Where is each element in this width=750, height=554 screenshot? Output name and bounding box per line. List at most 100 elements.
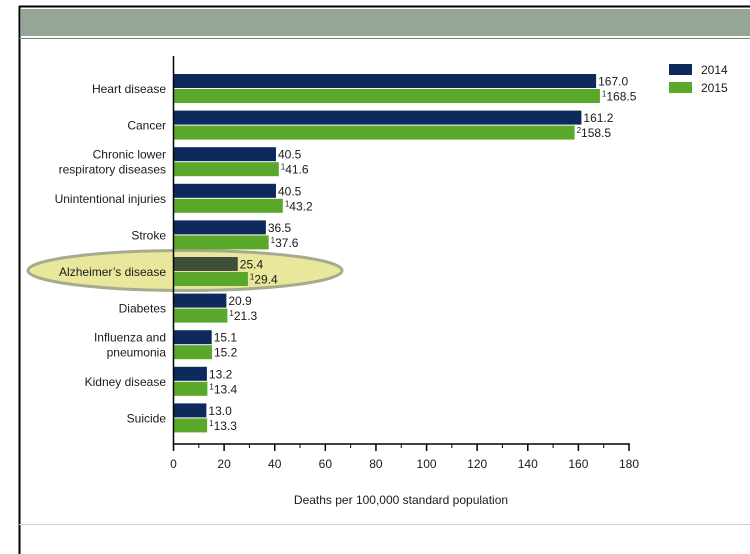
x-tick-label: 0 [170, 457, 177, 471]
value-label: 25.4 [240, 258, 264, 272]
value-label: 121.3 [229, 309, 257, 323]
x-tick-label: 80 [369, 457, 383, 471]
value-label: 20.9 [228, 294, 252, 308]
value-text: 158.5 [581, 126, 611, 140]
bar-chronic-lower-respiratory-diseases-2015 [173, 162, 279, 177]
x-tick-label: 140 [518, 457, 538, 471]
category-label: Diabetes [119, 302, 166, 316]
footnote-mark: 1 [229, 309, 234, 318]
bar-heart-disease-2015 [173, 89, 600, 103]
category-label-line: Alzheimer’s disease [59, 265, 166, 279]
bar-stroke-2015 [173, 235, 269, 250]
category-label-line: respiratory diseases [59, 163, 166, 177]
category-label: Chronic lower respiratory diseases [59, 148, 166, 177]
bar-alzheimer-s-disease-2015 [173, 272, 248, 286]
value-label: 113.3 [209, 419, 237, 433]
value-label: 2158.5 [577, 126, 612, 140]
bar-unintentional-injuries-2015 [173, 198, 283, 213]
legend-swatch-2014 [669, 64, 692, 75]
value-label: 129.4 [250, 273, 278, 287]
value-text: 29.4 [254, 273, 278, 287]
value-label: 143.2 [285, 199, 313, 213]
value-label: 40.5 [278, 148, 302, 162]
category-label-line: Heart disease [92, 82, 166, 96]
bar-cancer-2015 [173, 125, 575, 140]
bar-suicide-2015 [173, 418, 208, 433]
footnote-mark: 1 [271, 236, 276, 245]
value-label: 40.5 [278, 184, 302, 198]
x-tick-label: 100 [417, 457, 437, 471]
value-text: 13.3 [214, 419, 238, 433]
bar-chronic-lower-respiratory-diseases-2014 [173, 147, 276, 162]
footnote-mark: 1 [209, 419, 214, 428]
category-label: Influenza and pneumonia [94, 331, 166, 360]
x-tick-label: 40 [268, 457, 282, 471]
category-label-line: Cancer [127, 119, 166, 133]
category-label: Cancer [127, 119, 166, 133]
legend-label-2015: 2015 [701, 81, 728, 95]
bar-stroke-2014 [173, 220, 266, 235]
x-tick-label: 60 [319, 457, 333, 471]
bar-kidney-disease-2014 [173, 366, 207, 381]
legend-swatch-2015 [669, 82, 692, 93]
category-label: Suicide [127, 411, 167, 425]
legend: 2014 2015 [669, 63, 728, 95]
footnote-mark: 2 [577, 126, 582, 135]
bar-unintentional-injuries-2014 [173, 183, 276, 198]
x-tick-label: 160 [568, 457, 588, 471]
value-text: 168.5 [606, 90, 636, 104]
value-label: 161.2 [583, 111, 613, 125]
category-label-line: pneumonia [107, 346, 167, 360]
bar-diabetes-2015 [173, 308, 228, 323]
value-label: 113.4 [209, 382, 237, 396]
category-label-line: Stroke [131, 228, 166, 242]
category-label: Stroke [131, 228, 166, 242]
x-tick-label: 120 [467, 457, 487, 471]
x-axis: 0 20 40 60 80 100 120 140 160 180 [170, 56, 639, 471]
footnote-mark: 1 [281, 163, 286, 172]
value-text: 37.6 [275, 236, 299, 250]
footnote-mark: 1 [250, 273, 255, 282]
value-label: 15.1 [214, 331, 238, 345]
category-label-line: Diabetes [119, 302, 166, 316]
category-label-line: Influenza and [94, 331, 166, 345]
bar-alzheimer-s-disease-2014 [173, 257, 238, 271]
category-label-line: Suicide [127, 411, 167, 425]
value-label: 141.6 [281, 163, 309, 177]
bar-diabetes-2014 [173, 293, 227, 308]
category-label: Alzheimer’s disease [59, 265, 166, 279]
x-tick-label: 20 [217, 457, 231, 471]
category-label-line: Chronic lower [93, 148, 166, 162]
legend-label-2014: 2014 [701, 63, 728, 77]
value-text: 43.2 [289, 199, 313, 213]
value-text: 41.6 [285, 163, 309, 177]
category-label-line: Unintentional injuries [55, 192, 166, 206]
footnote-mark: 1 [209, 382, 214, 391]
bar-influenza-and-pneumonia-2014 [173, 330, 212, 345]
category-labels-layer: Heart disease Cancer Chronic lower respirat… [55, 82, 167, 425]
footnote-mark: 1 [602, 90, 607, 99]
category-label: Unintentional injuries [55, 192, 166, 206]
footnote-mark: 1 [285, 199, 290, 208]
category-label: Heart disease [92, 82, 166, 96]
category-label-line: Kidney disease [85, 375, 167, 389]
x-axis-title: Deaths per 100,000 standard population [294, 493, 508, 507]
value-labels-layer: 167.01168.5161.22158.540.5141.640.5143.2… [208, 75, 636, 433]
value-label: 13.2 [209, 367, 233, 381]
category-label: Kidney disease [85, 375, 167, 389]
bar-cancer-2014 [173, 110, 582, 125]
bar-heart-disease-2014 [173, 74, 597, 88]
bars-layer [173, 74, 600, 433]
value-label: 167.0 [598, 75, 628, 89]
bar-influenza-and-pneumonia-2015 [173, 345, 212, 360]
value-text: 21.3 [234, 309, 258, 323]
value-text: 13.4 [214, 382, 238, 396]
value-label: 15.2 [214, 346, 238, 360]
value-label: 137.6 [271, 236, 299, 250]
header-bar [21, 9, 750, 36]
value-label: 13.0 [208, 404, 232, 418]
value-label: 36.5 [268, 221, 292, 235]
x-tick-label: 180 [619, 457, 639, 471]
